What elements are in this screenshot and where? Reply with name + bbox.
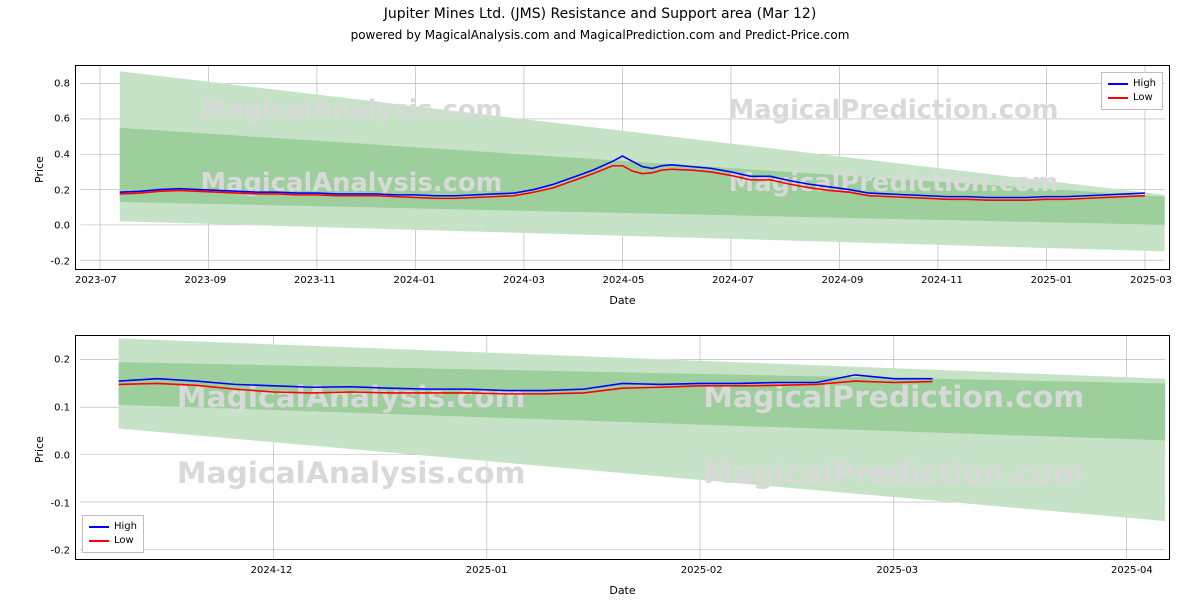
- legend-label-high: High: [114, 520, 137, 534]
- legend-label-low: Low: [1133, 91, 1153, 105]
- x-tick-label: 2025-01: [1031, 269, 1073, 286]
- y-tick-label: 0.0: [54, 221, 76, 232]
- watermark-text: MagicalPrediction.com: [703, 456, 1084, 491]
- watermark-text: MagicalPrediction.com: [729, 95, 1059, 125]
- legend-swatch-low: [89, 540, 109, 542]
- watermark-text: MagicalAnalysis.com: [177, 380, 526, 415]
- legend-label-high: High: [1133, 77, 1156, 91]
- y-tick-label: 0.1: [54, 402, 76, 413]
- x-axis-label-bottom: Date: [75, 584, 1170, 597]
- figure: Jupiter Mines Ltd. (JMS) Resistance and …: [0, 0, 1200, 600]
- x-tick-label: 2025-03: [876, 559, 918, 576]
- plot-svg-top: MagicalAnalysis.com MagicalPrediction.com…: [76, 66, 1169, 269]
- x-tick-label: 2025-01: [466, 559, 508, 576]
- plot-svg-bottom: MagicalAnalysis.com MagicalPrediction.com…: [76, 336, 1169, 559]
- figure-subtitle: powered by MagicalAnalysis.com and Magic…: [0, 28, 1200, 42]
- x-tick-label: 2025-03: [1130, 269, 1172, 286]
- x-tick-label: 2024-01: [394, 269, 436, 286]
- x-tick-label: 2023-07: [75, 269, 117, 286]
- y-tick-label: -0.2: [50, 257, 76, 268]
- x-tick-label: 2024-07: [712, 269, 754, 286]
- legend-top: High Low: [1101, 72, 1163, 110]
- y-tick-label: 0.6: [54, 114, 76, 125]
- y-axis-label-top: Price: [33, 156, 46, 183]
- x-tick-label: 2023-11: [294, 269, 336, 286]
- y-tick-label: 0.2: [54, 185, 76, 196]
- legend-swatch-high: [89, 526, 109, 528]
- y-tick-label: -0.2: [50, 546, 76, 557]
- y-tick-label: 0.0: [54, 450, 76, 461]
- legend-swatch-high: [1108, 83, 1128, 85]
- x-tick-label: 2023-09: [185, 269, 227, 286]
- y-axis-label-bottom: Price: [33, 436, 46, 463]
- legend-swatch-low: [1108, 97, 1128, 99]
- watermark-text: MagicalAnalysis.com: [200, 95, 502, 125]
- x-tick-label: 2025-04: [1111, 559, 1153, 576]
- chart-panel-bottom: MagicalAnalysis.com MagicalPrediction.com…: [75, 335, 1170, 560]
- y-tick-label: -0.1: [50, 498, 76, 509]
- x-tick-label: 2024-09: [822, 269, 864, 286]
- chart-panel-top: MagicalAnalysis.com MagicalPrediction.com…: [75, 65, 1170, 270]
- legend-item-low: Low: [89, 534, 137, 548]
- x-tick-label: 2024-12: [251, 559, 293, 576]
- y-tick-label: 0.4: [54, 150, 76, 161]
- figure-title: Jupiter Mines Ltd. (JMS) Resistance and …: [0, 6, 1200, 22]
- legend-label-low: Low: [114, 534, 134, 548]
- x-tick-label: 2024-03: [503, 269, 545, 286]
- x-tick-label: 2024-11: [921, 269, 963, 286]
- watermark-text: MagicalAnalysis.com: [177, 456, 526, 491]
- x-tick-label: 2024-05: [603, 269, 645, 286]
- y-tick-label: 0.2: [54, 354, 76, 365]
- legend-item-low: Low: [1108, 91, 1156, 105]
- x-tick-label: 2025-02: [681, 559, 723, 576]
- legend-item-high: High: [89, 520, 137, 534]
- y-tick-label: 0.8: [54, 78, 76, 89]
- legend-bottom: High Low: [82, 515, 144, 553]
- legend-item-high: High: [1108, 77, 1156, 91]
- x-axis-label-top: Date: [75, 294, 1170, 307]
